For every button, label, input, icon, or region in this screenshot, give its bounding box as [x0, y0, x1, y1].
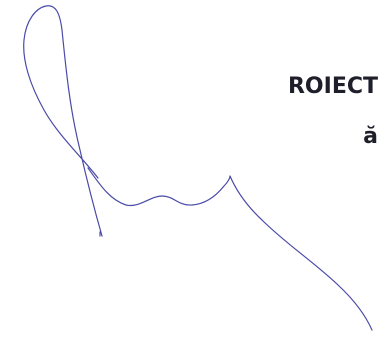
heading-line-2: ă	[363, 124, 378, 149]
heading-line-1: ROIECT	[287, 74, 378, 99]
